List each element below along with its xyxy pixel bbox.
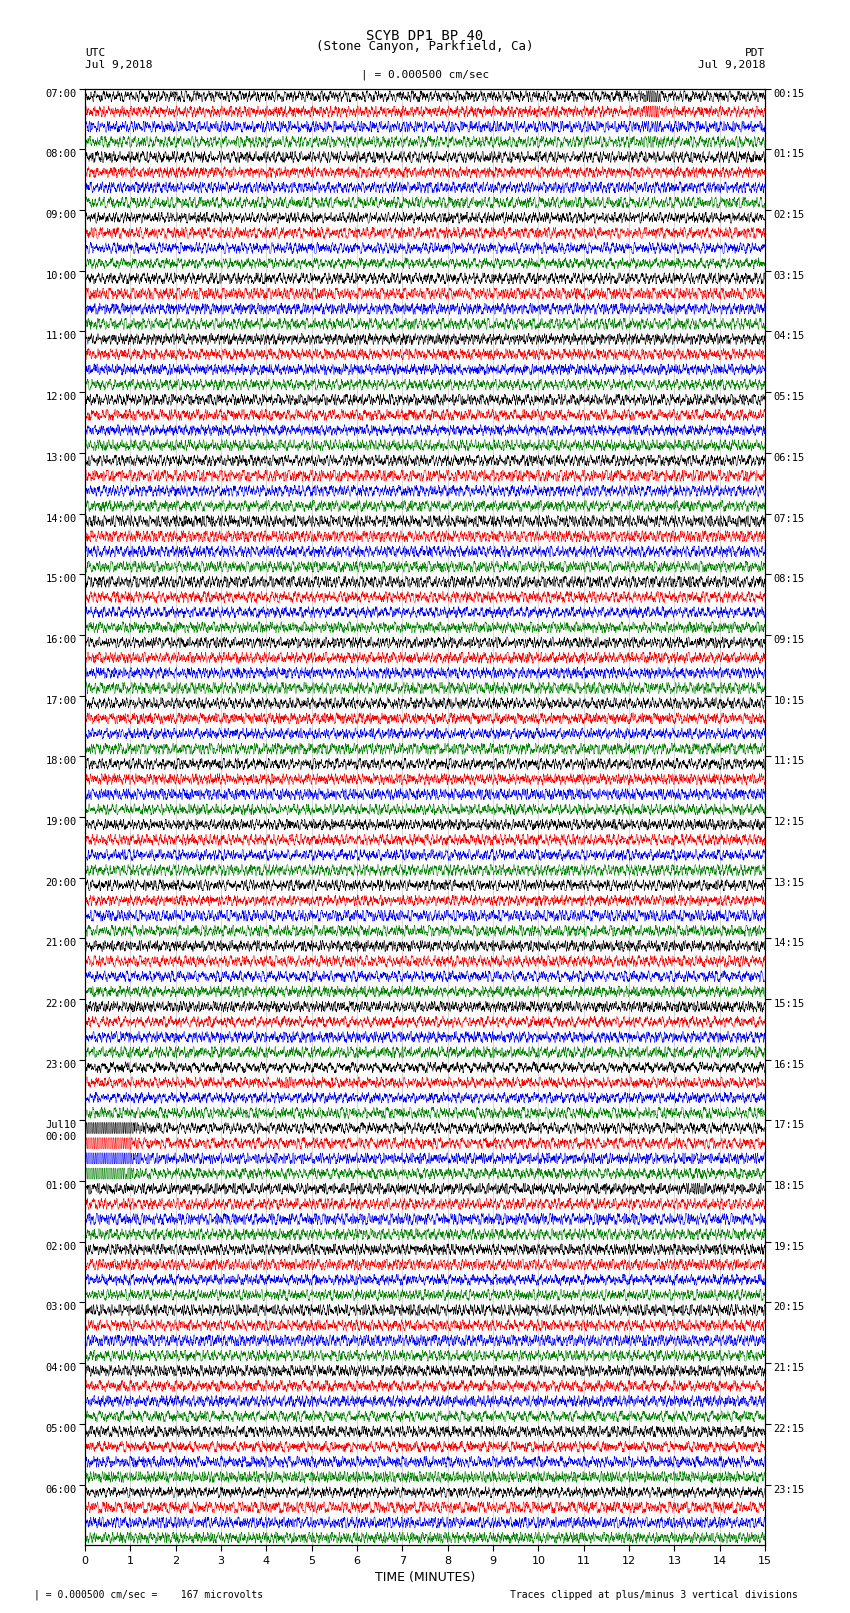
Text: Traces clipped at plus/minus 3 vertical divisions: Traces clipped at plus/minus 3 vertical …	[510, 1590, 798, 1600]
X-axis label: TIME (MINUTES): TIME (MINUTES)	[375, 1571, 475, 1584]
Text: PDT: PDT	[745, 48, 765, 58]
Text: | = 0.000500 cm/sec: | = 0.000500 cm/sec	[361, 69, 489, 81]
Text: UTC: UTC	[85, 48, 105, 58]
Text: | = 0.000500 cm/sec =    167 microvolts: | = 0.000500 cm/sec = 167 microvolts	[34, 1589, 264, 1600]
Text: Jul 9,2018: Jul 9,2018	[85, 60, 152, 69]
Text: Jul 9,2018: Jul 9,2018	[698, 60, 765, 69]
Text: SCYB DP1 BP 40: SCYB DP1 BP 40	[366, 29, 484, 44]
Text: (Stone Canyon, Parkfield, Ca): (Stone Canyon, Parkfield, Ca)	[316, 40, 534, 53]
